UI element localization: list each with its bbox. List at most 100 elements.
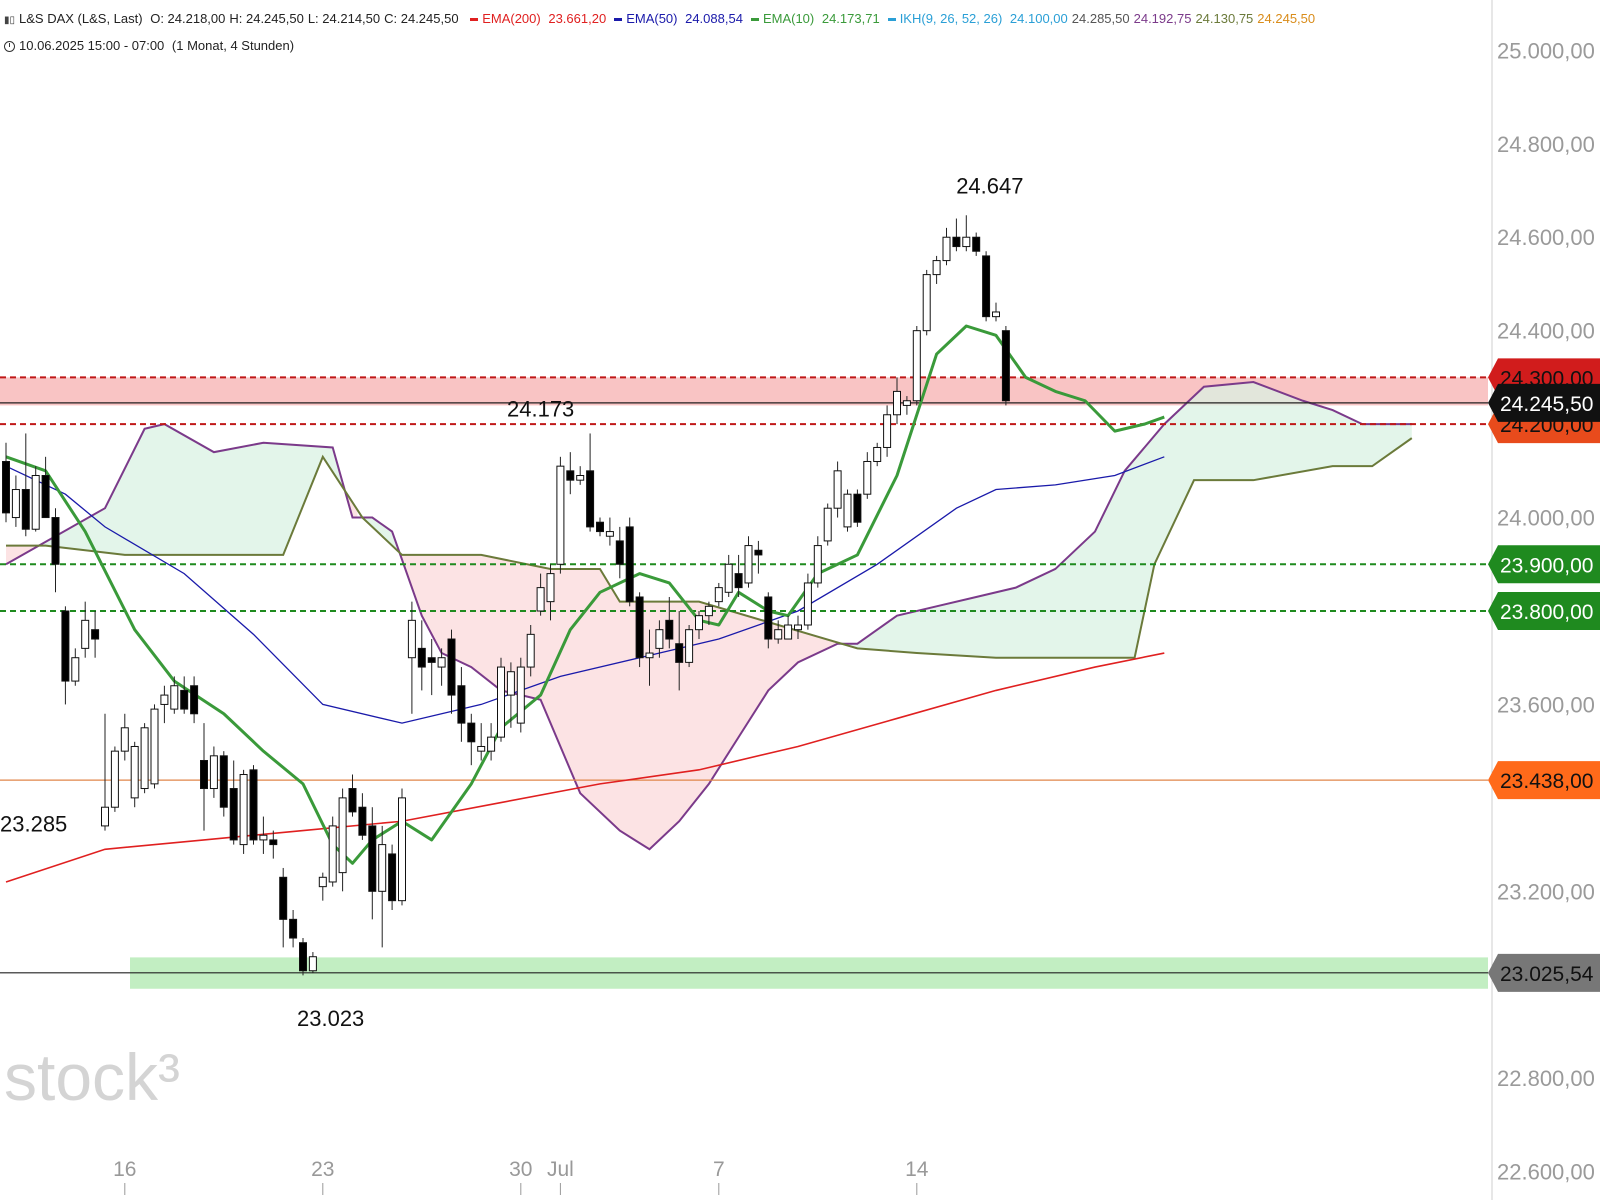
candle[interactable] [358,793,367,840]
candle[interactable] [338,788,347,892]
indicator-ikh-3[interactable]: IKH(9, 26, 52, 26) 24.100,00 24.285,50 24.… [887,11,1319,26]
candle[interactable] [239,769,248,854]
candle[interactable] [101,713,109,831]
candle[interactable] [784,615,793,640]
candle[interactable] [457,667,466,742]
candle[interactable] [398,788,406,906]
candle[interactable] [209,746,218,798]
candle[interactable] [972,232,981,256]
candle[interactable] [417,620,426,691]
candle[interactable] [764,592,773,649]
candle[interactable] [110,746,119,812]
candle[interactable] [447,629,456,714]
price-tag[interactable]: 23.025,54 [1488,953,1600,992]
candle[interactable] [219,751,228,817]
indicator-ema-2[interactable]: EMA(10) 24.173,71 [750,11,884,26]
candle[interactable] [388,844,397,911]
candle[interactable] [586,433,595,532]
candle[interactable] [497,657,505,742]
candle[interactable] [774,620,783,644]
candle[interactable] [318,872,327,901]
candle[interactable] [635,592,644,668]
candle[interactable] [229,760,238,845]
candle[interactable] [11,475,20,527]
candle[interactable] [467,713,476,766]
candle[interactable] [506,662,515,728]
candle[interactable] [269,830,278,859]
candle[interactable] [893,377,901,425]
candle[interactable] [873,442,882,467]
candle[interactable] [190,676,199,724]
candle[interactable] [368,807,377,920]
candle[interactable] [427,639,436,696]
candle[interactable] [41,456,50,519]
candle[interactable] [576,466,585,485]
candle[interactable] [883,405,892,457]
candle[interactable] [130,741,139,808]
candle[interactable] [724,554,733,597]
candle[interactable] [536,573,545,616]
candle[interactable] [477,723,486,761]
candle[interactable] [526,625,535,677]
candle[interactable] [407,601,416,714]
candle[interactable] [2,442,10,523]
candle[interactable] [546,564,555,621]
candle[interactable] [645,629,654,686]
candle[interactable] [378,825,387,948]
candle[interactable] [249,765,258,845]
candle[interactable] [487,723,496,761]
candle[interactable] [120,713,129,761]
candle[interactable] [150,704,159,789]
candle[interactable] [556,456,565,574]
price-tag[interactable]: 23.900,00 [1488,545,1600,584]
candle[interactable] [922,269,931,336]
candle[interactable] [566,452,575,495]
candle[interactable] [665,596,674,649]
candle[interactable] [299,938,307,976]
indicator-ema-0[interactable]: EMA(200) 23.661,20 [470,11,610,26]
candle[interactable] [605,517,614,546]
candle[interactable] [675,610,684,691]
candle[interactable] [170,676,179,714]
candle[interactable] [81,601,90,658]
candle[interactable] [962,215,971,252]
candle[interactable] [655,620,664,658]
candle[interactable] [744,536,753,588]
candle[interactable] [695,610,703,640]
candle[interactable] [437,648,446,686]
candle[interactable] [1001,325,1010,406]
candle[interactable] [942,227,951,266]
candle[interactable] [625,517,634,607]
candle[interactable] [704,601,713,626]
candle[interactable] [91,610,100,658]
candle[interactable] [596,517,604,537]
candle[interactable] [992,302,1000,322]
candle[interactable] [714,582,723,607]
candle[interactable] [289,910,298,948]
candle[interactable] [902,396,911,415]
candle[interactable] [823,503,832,546]
candle[interactable] [615,526,624,579]
candle[interactable] [853,489,862,527]
candle[interactable] [160,685,169,724]
candle[interactable] [754,540,763,574]
candle[interactable] [308,952,317,974]
indicator-ema-1[interactable]: EMA(50) 24.088,54 [614,11,747,26]
candle[interactable] [794,615,802,640]
candle[interactable] [279,867,288,948]
candle[interactable] [912,325,921,406]
candle[interactable] [259,816,268,854]
candle[interactable] [348,774,357,817]
candle[interactable] [863,452,872,499]
candle[interactable] [734,554,743,597]
candle[interactable] [51,508,60,593]
candle[interactable] [932,255,941,284]
candle[interactable] [328,816,337,887]
candle[interactable] [200,723,208,831]
price-tag[interactable]: 23.800,00 [1488,591,1600,630]
candle[interactable] [843,489,852,532]
candle[interactable] [180,676,189,714]
candle[interactable] [833,461,842,518]
candle[interactable] [982,251,991,322]
candle[interactable] [140,723,149,794]
